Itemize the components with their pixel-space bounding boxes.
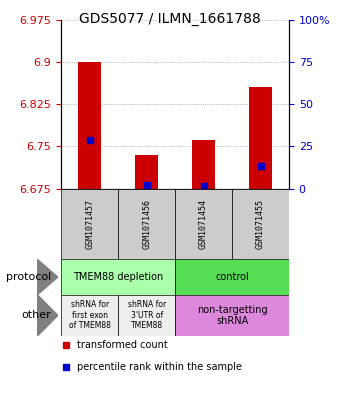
Text: GSM1071457: GSM1071457 [85,199,94,249]
FancyBboxPatch shape [61,189,118,259]
Text: GSM1071456: GSM1071456 [142,199,151,249]
Text: non-targetting
shRNA: non-targetting shRNA [197,305,267,326]
Text: shRNA for
3'UTR of
TMEM88: shRNA for 3'UTR of TMEM88 [128,301,166,330]
FancyBboxPatch shape [118,295,175,336]
Bar [135,155,158,189]
Text: GSM1071454: GSM1071454 [199,199,208,249]
FancyBboxPatch shape [61,295,118,336]
Text: GDS5077 / ILMN_1661788: GDS5077 / ILMN_1661788 [79,12,261,26]
Text: transformed count: transformed count [77,340,168,350]
Text: TMEM88 depletion: TMEM88 depletion [73,272,163,282]
FancyBboxPatch shape [175,259,289,295]
Text: control: control [215,272,249,282]
Polygon shape [37,259,58,295]
FancyBboxPatch shape [232,189,289,259]
FancyBboxPatch shape [175,295,289,336]
Polygon shape [37,295,58,336]
Text: percentile rank within the sample: percentile rank within the sample [77,362,242,372]
Bar [192,140,215,189]
Text: GSM1071455: GSM1071455 [256,199,265,249]
FancyBboxPatch shape [175,189,232,259]
Text: protocol: protocol [6,272,51,282]
Bar [249,87,272,189]
FancyBboxPatch shape [61,259,175,295]
FancyBboxPatch shape [118,189,175,259]
Text: other: other [21,310,51,320]
Bar [78,62,101,189]
Text: shRNA for
first exon
of TMEM88: shRNA for first exon of TMEM88 [69,301,110,330]
